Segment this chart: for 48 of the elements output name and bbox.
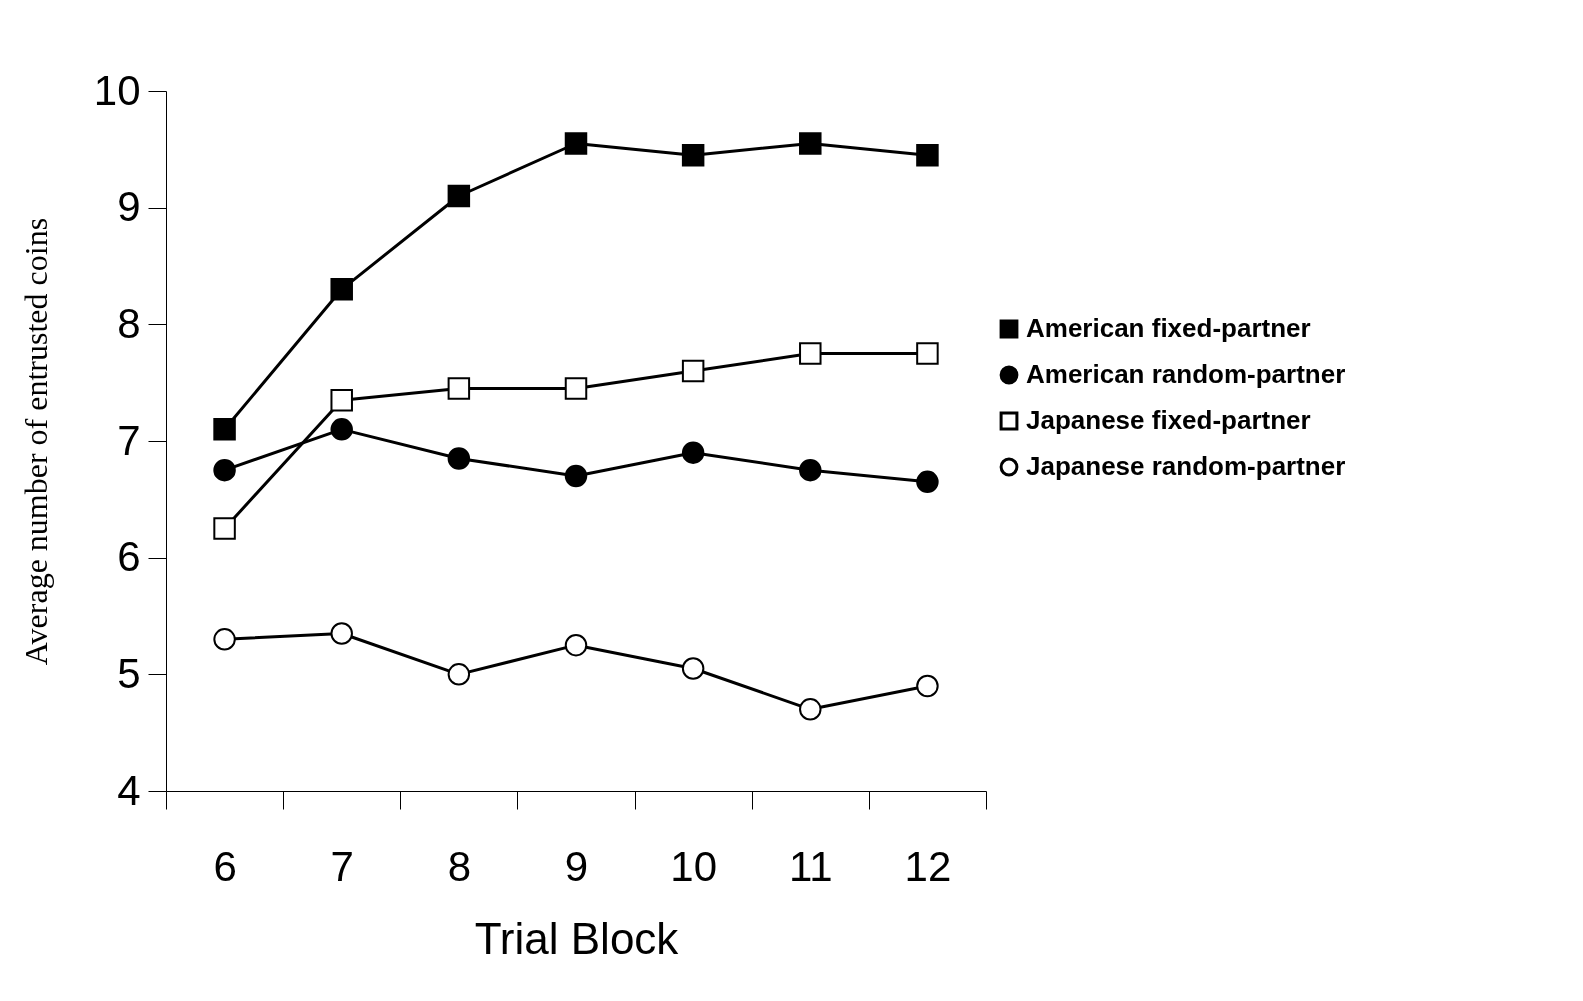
point — [213, 517, 236, 540]
point — [330, 622, 353, 645]
point — [447, 447, 471, 470]
point — [330, 388, 353, 412]
y-tick-label: 9 — [117, 183, 141, 231]
point — [681, 441, 705, 464]
point — [213, 628, 236, 651]
point — [799, 698, 822, 721]
y-tick-label: 10 — [93, 66, 141, 114]
point — [799, 342, 822, 365]
y-tick-label: 7 — [117, 416, 141, 464]
point — [681, 359, 705, 383]
point — [799, 458, 822, 482]
point — [799, 132, 822, 155]
point — [213, 458, 236, 482]
point — [564, 377, 588, 400]
legend-label: American fixed-partner — [1026, 313, 1311, 343]
point — [681, 143, 705, 167]
y-tick-label: 8 — [117, 299, 141, 347]
x-tick-label: 8 — [447, 842, 472, 890]
point — [564, 464, 588, 488]
point — [916, 674, 939, 698]
point — [564, 633, 588, 657]
x-tick-label: 10 — [670, 842, 717, 890]
point — [330, 278, 353, 301]
x-tick-label: 7 — [330, 842, 354, 890]
legend-label: Japanese fixed-partner — [1026, 405, 1311, 435]
x-tick-label: 12 — [904, 842, 952, 890]
legend-label: Japanese random-partner — [1026, 451, 1346, 481]
point — [681, 657, 705, 680]
x-tick-label: 6 — [213, 842, 237, 890]
point — [447, 377, 471, 400]
point — [916, 143, 939, 167]
point — [447, 184, 471, 208]
x-axis-title: Trial Block — [474, 913, 680, 963]
y-tick-label: 5 — [117, 649, 141, 697]
y-axis-title: Average number of entrusted coins — [17, 217, 54, 666]
point — [564, 132, 588, 155]
point — [916, 342, 939, 365]
legend-label: American random-partner — [1026, 359, 1346, 389]
point — [213, 418, 236, 441]
x-tick-label: 9 — [564, 842, 589, 890]
x-tick-label: 11 — [788, 842, 833, 890]
point — [330, 418, 353, 441]
point — [916, 470, 939, 494]
point — [447, 663, 471, 686]
y-tick-label: 6 — [117, 533, 141, 581]
y-tick-label: 4 — [117, 766, 141, 814]
